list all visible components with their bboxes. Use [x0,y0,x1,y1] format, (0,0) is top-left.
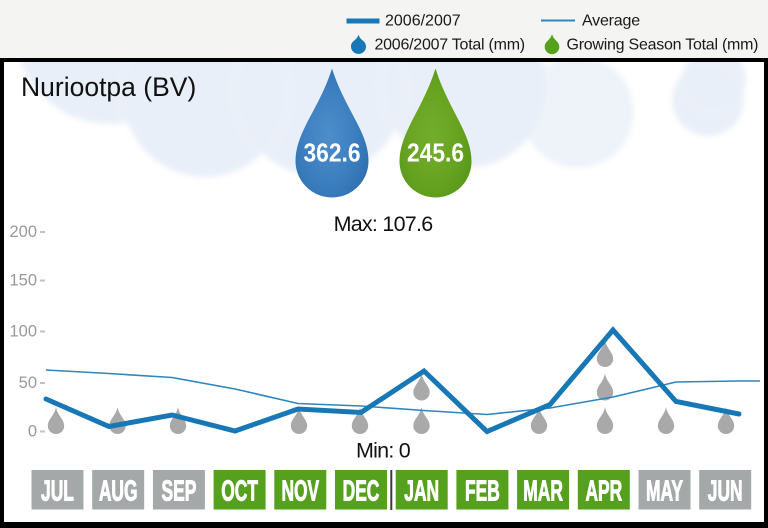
svg-text:200: 200 [9,223,37,241]
svg-text:150: 150 [9,272,37,290]
svg-text:JUL: JUL [41,476,74,508]
svg-text:245.6: 245.6 [407,140,464,168]
svg-text:MAR: MAR [523,476,563,508]
svg-text:NOV: NOV [281,476,319,508]
svg-text:APR: APR [585,476,622,508]
svg-text:SEP: SEP [162,476,197,508]
svg-text:Min: 0: Min: 0 [356,439,411,463]
svg-text:MAY: MAY [646,476,683,508]
svg-text:362.6: 362.6 [304,140,361,168]
svg-text:DEC: DEC [343,476,380,508]
svg-text:JAN: JAN [404,476,439,508]
svg-text:Growing Season Total (mm): Growing Season Total (mm) [567,36,759,53]
svg-text:Average: Average [582,13,640,30]
svg-text:Max: 107.6: Max: 107.6 [334,212,434,236]
svg-text:0: 0 [28,423,37,441]
svg-text:Nuriootpa (BV): Nuriootpa (BV) [21,72,196,102]
svg-text:OCT: OCT [221,476,258,508]
svg-text:JUN: JUN [708,476,743,508]
svg-text:100: 100 [9,323,37,341]
svg-text:AUG: AUG [99,476,138,508]
svg-text:2006/2007 Total (mm): 2006/2007 Total (mm) [375,36,525,53]
svg-text:2006/2007: 2006/2007 [385,13,461,30]
svg-text:FEB: FEB [465,476,500,508]
svg-text:50: 50 [19,374,37,392]
